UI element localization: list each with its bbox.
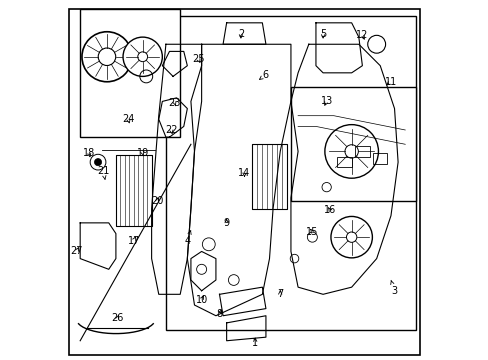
Text: 7: 7 bbox=[277, 289, 283, 299]
Text: 19: 19 bbox=[136, 148, 148, 158]
Text: 4: 4 bbox=[184, 230, 191, 246]
Text: 27: 27 bbox=[70, 247, 82, 256]
Text: 5: 5 bbox=[319, 28, 325, 39]
Text: 8: 8 bbox=[216, 309, 222, 319]
Bar bbox=[372, 153, 386, 164]
Bar bbox=[354, 146, 369, 157]
Text: 22: 22 bbox=[164, 125, 177, 135]
Text: 2: 2 bbox=[237, 28, 244, 39]
Text: 9: 9 bbox=[223, 218, 229, 228]
Text: 25: 25 bbox=[191, 54, 204, 64]
Text: 6: 6 bbox=[259, 69, 268, 80]
Text: 3: 3 bbox=[390, 280, 397, 296]
Circle shape bbox=[123, 37, 162, 76]
Text: 17: 17 bbox=[127, 236, 140, 246]
Text: 14: 14 bbox=[238, 168, 250, 178]
Bar bbox=[80, 9, 180, 137]
Text: 26: 26 bbox=[111, 312, 123, 323]
Circle shape bbox=[324, 125, 378, 178]
Circle shape bbox=[94, 158, 102, 166]
Bar bbox=[116, 155, 151, 226]
Text: 12: 12 bbox=[355, 30, 368, 40]
Text: 21: 21 bbox=[97, 166, 109, 179]
Text: 11: 11 bbox=[384, 77, 396, 87]
Text: 15: 15 bbox=[305, 227, 318, 237]
Text: 23: 23 bbox=[168, 98, 181, 108]
Bar bbox=[165, 16, 415, 330]
Text: 24: 24 bbox=[122, 114, 134, 124]
Text: 1: 1 bbox=[252, 338, 258, 347]
Bar bbox=[337, 157, 351, 167]
Text: 20: 20 bbox=[150, 197, 163, 206]
Text: 10: 10 bbox=[195, 295, 207, 305]
Bar bbox=[290, 87, 415, 202]
Text: 18: 18 bbox=[83, 148, 95, 158]
Circle shape bbox=[330, 216, 372, 258]
Bar bbox=[251, 144, 287, 208]
Text: 13: 13 bbox=[320, 96, 332, 107]
Text: 16: 16 bbox=[324, 205, 336, 215]
